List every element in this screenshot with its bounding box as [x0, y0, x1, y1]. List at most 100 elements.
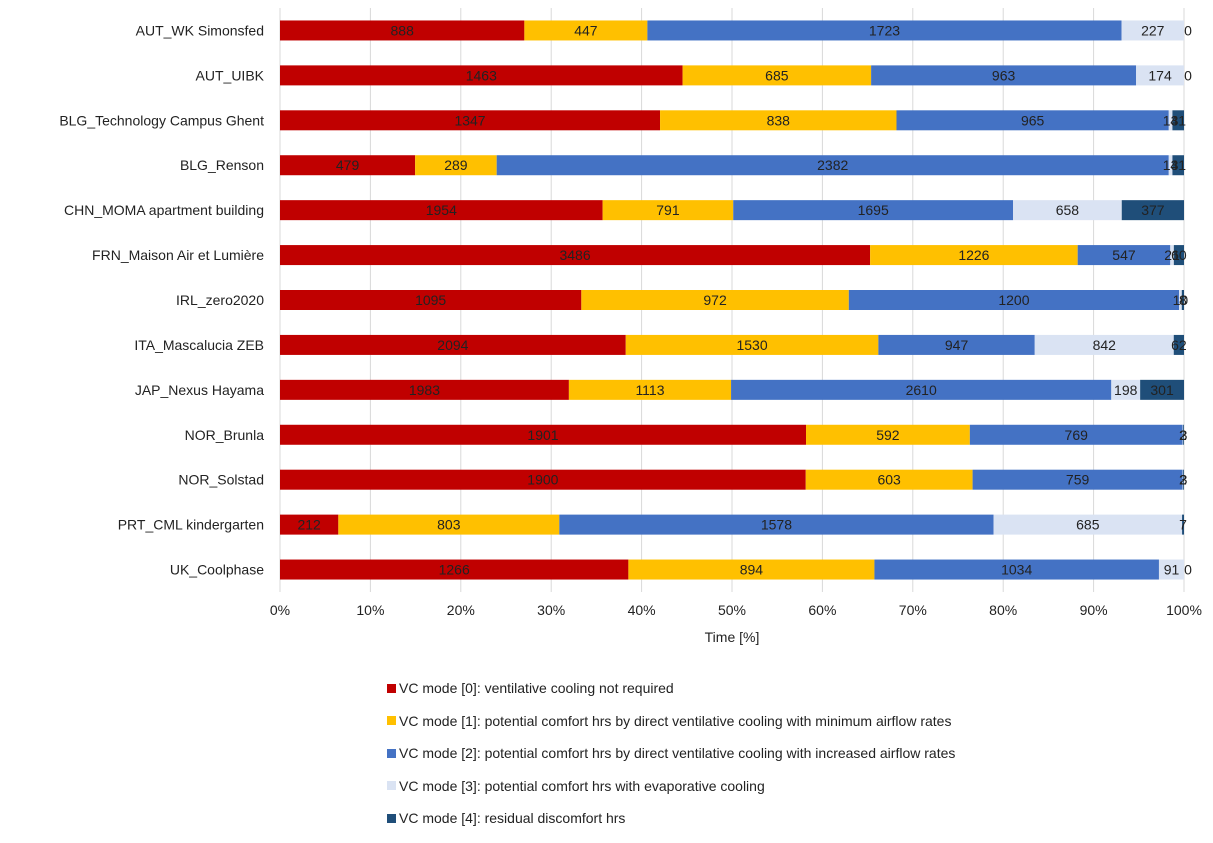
- bar-segment: [1173, 245, 1184, 266]
- bar-segment: [1121, 20, 1184, 41]
- bar-segment: [1136, 65, 1184, 86]
- bar-value-label: 2610: [906, 382, 937, 398]
- bar-value-label: 972: [703, 292, 727, 308]
- bar-segment: [280, 200, 603, 221]
- legend: VC mode [0]: ventilative cooling not req…: [387, 678, 955, 841]
- bar-segment: [1182, 469, 1184, 490]
- bar-segment: [1173, 334, 1184, 355]
- bar-value-label: 1983: [409, 382, 440, 398]
- bar-value-label: 894: [740, 562, 764, 578]
- bar-segment: [1182, 514, 1184, 535]
- x-tick-label: 20%: [447, 602, 475, 618]
- bar-value-label: 1226: [958, 247, 989, 263]
- bar-value-label: 1463: [466, 67, 497, 83]
- bar-value-label: 1095: [415, 292, 446, 308]
- bar-segment: [874, 559, 1159, 580]
- bar-segment: [1170, 245, 1174, 266]
- bar-value-label: 1578: [761, 517, 792, 533]
- x-tick-label: 70%: [899, 602, 927, 618]
- bar-value-label: 174: [1148, 67, 1172, 83]
- bar-segment: [878, 334, 1035, 355]
- legend-item: VC mode [3]: potential comfort hrs with …: [387, 776, 955, 796]
- bar-segment: [280, 290, 582, 310]
- legend-item: VC mode [1]: potential comfort hrs by di…: [387, 711, 955, 731]
- bar-value-label: 0: [1184, 562, 1192, 578]
- bar-segment: [731, 379, 1112, 400]
- bar-segment: [647, 20, 1122, 41]
- bar-segment: [1034, 334, 1174, 355]
- bar-value-label: 447: [574, 22, 598, 38]
- bar-value-label: 7: [1179, 517, 1187, 533]
- bar-segment: [280, 65, 683, 86]
- bar-segment: [1179, 290, 1182, 310]
- bar-segment: [280, 334, 626, 355]
- bar-value-label: 301: [1150, 382, 1174, 398]
- bar-segment: [1077, 245, 1171, 266]
- x-tick-label: 60%: [808, 602, 836, 618]
- bar-value-label: 2: [1179, 427, 1187, 443]
- bar-value-label: 0: [1184, 67, 1192, 83]
- legend-item: VC mode [2]: potential comfort hrs by di…: [387, 743, 955, 763]
- bar-value-label: 1901: [527, 427, 558, 443]
- bar-value-label: 791: [656, 202, 680, 218]
- legend-swatch: [387, 813, 396, 823]
- bar-segment: [415, 155, 497, 176]
- bar-segment: [806, 424, 970, 445]
- bar-segment: [1181, 290, 1184, 310]
- bar-value-label: 685: [1076, 517, 1100, 533]
- bar-segment: [280, 424, 807, 445]
- bar-segment: [1172, 110, 1184, 131]
- bar-value-label: 603: [877, 472, 901, 488]
- category-label: NOR_Solstad: [178, 472, 264, 488]
- bar-segment: [1168, 110, 1173, 131]
- bar-segment: [496, 155, 1169, 176]
- bar-segment: [338, 514, 560, 535]
- bar-segment: [280, 155, 416, 176]
- bar-value-label: 3: [1180, 427, 1188, 443]
- category-label: BLG_Renson: [180, 157, 264, 173]
- category-label: PRT_CML kindergarten: [118, 517, 264, 533]
- bar-value-label: 1723: [869, 22, 900, 38]
- legend-label: VC mode [2]: potential comfort hrs by di…: [399, 745, 956, 761]
- bar-value-label: 2382: [817, 157, 848, 173]
- legend-label: VC mode [0]: ventilative cooling not req…: [399, 680, 674, 696]
- bar-segment: [660, 110, 897, 131]
- bar-value-label: 1900: [527, 472, 558, 488]
- category-label: NOR_Brunla: [185, 427, 265, 443]
- bar-segment: [969, 424, 1183, 445]
- bar-value-label: 10: [1173, 292, 1189, 308]
- bar-value-label: 198: [1114, 382, 1138, 398]
- bar-segment: [870, 245, 1078, 266]
- bar-value-label: 842: [1093, 337, 1117, 353]
- x-tick-label: 90%: [1080, 602, 1108, 618]
- bar-segment: [628, 559, 875, 580]
- bar-value-label: 2094: [437, 337, 468, 353]
- category-label: BLG_Technology Campus Ghent: [59, 112, 264, 128]
- bar-segment: [280, 20, 525, 41]
- bar-value-label: 13: [1163, 157, 1179, 173]
- legend-label: VC mode [1]: potential comfort hrs by di…: [399, 712, 952, 729]
- x-tick-label: 50%: [718, 602, 746, 618]
- legend-label: VC mode [3]: potential comfort hrs with …: [399, 777, 765, 794]
- category-label: CHN_MOMA apartment building: [64, 202, 264, 218]
- category-labels: AUT_WK Simonsfed AUT_UIBK BLG_Technology C…: [59, 22, 264, 577]
- bar-value-label: 592: [876, 427, 900, 443]
- bar-value-label: 3486: [559, 247, 590, 263]
- bar-value-label: 0: [1184, 22, 1192, 38]
- bar-value-label: 1266: [439, 562, 470, 578]
- bar-value-label: 947: [945, 337, 969, 353]
- bar-value-label: 21: [1164, 247, 1180, 263]
- bar-segment: [1140, 379, 1184, 400]
- legend-item: VC mode [4]: residual discomfort hrs: [387, 808, 955, 828]
- category-label: FRN_Maison Air et Lumière: [92, 247, 264, 263]
- bar-value-label: 1113: [635, 382, 664, 398]
- bar-segment: [280, 469, 806, 490]
- bar-segment: [972, 469, 1183, 490]
- category-label: AUT_WK Simonsfed: [136, 22, 264, 38]
- bar-value-label: 769: [1065, 427, 1089, 443]
- bar-value-label: 658: [1056, 202, 1080, 218]
- bar-value-label: 838: [767, 112, 791, 128]
- x-tick-label: 10%: [356, 602, 384, 618]
- bar-segment: [1183, 469, 1184, 490]
